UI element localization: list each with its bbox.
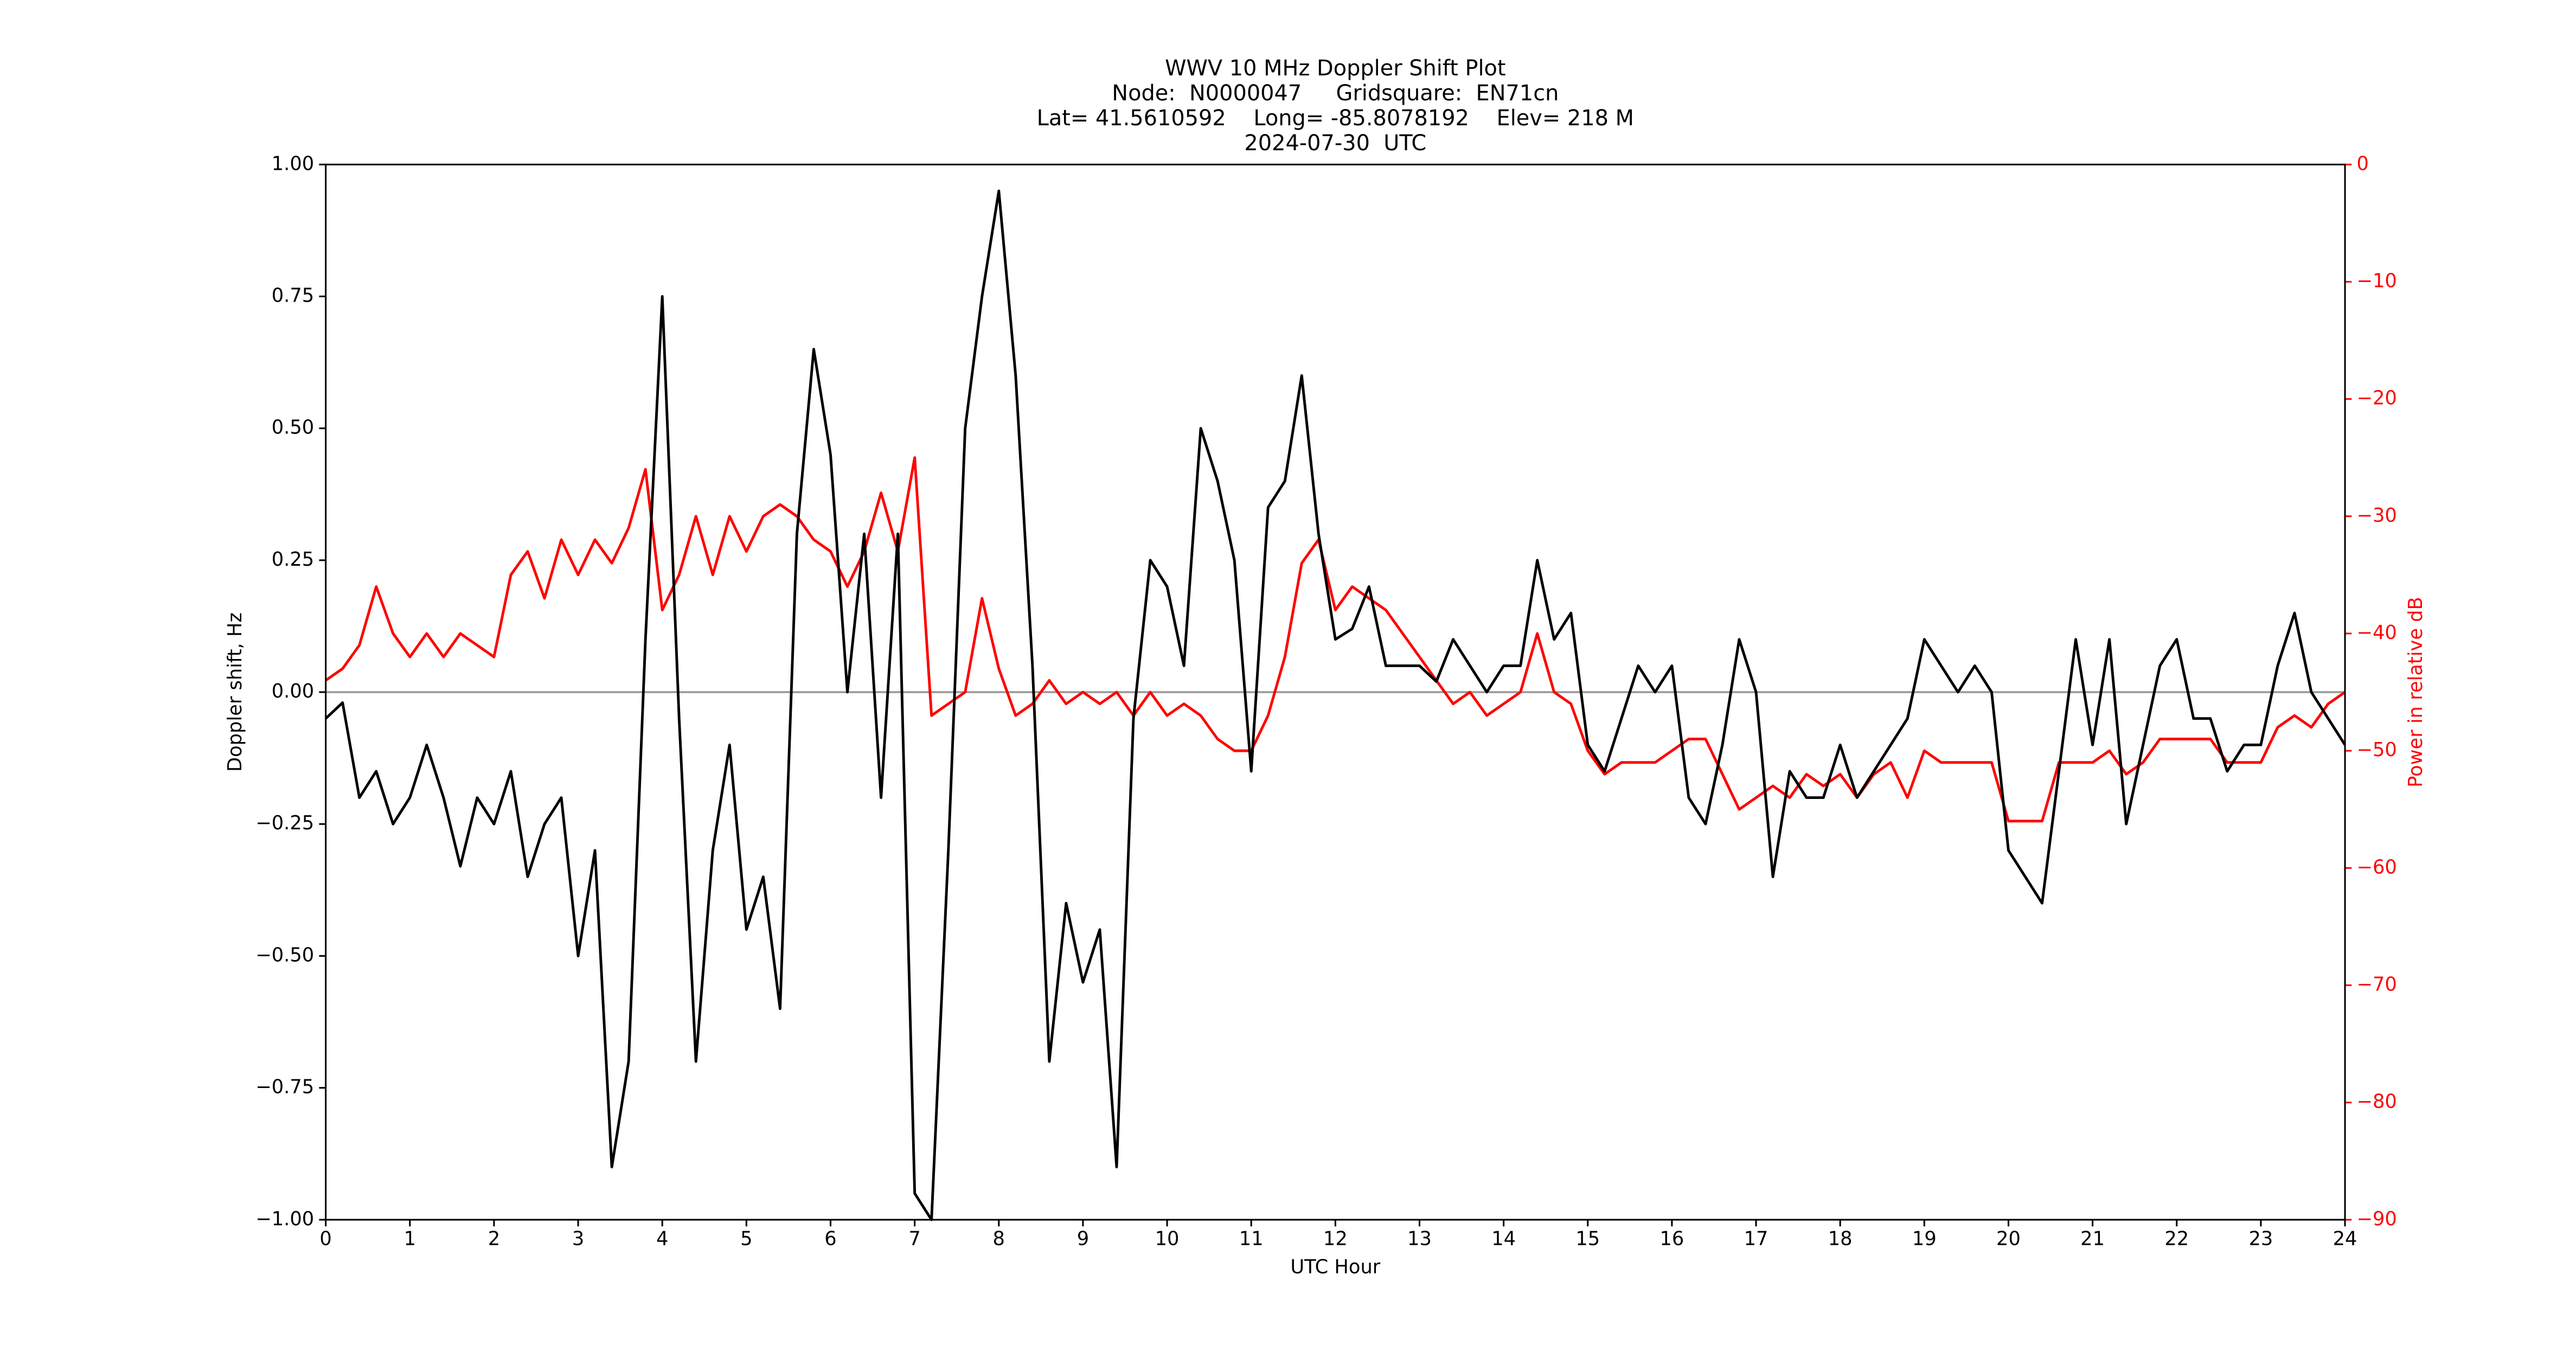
x-tick-label: 20 <box>1996 1228 2021 1250</box>
x-tick-label: 12 <box>1323 1228 1348 1250</box>
y-axis-label: Doppler shift, Hz <box>224 612 246 772</box>
x-tick-label: 1 <box>404 1228 416 1250</box>
y-tick-label: 0.75 <box>272 284 314 306</box>
x-tick-label: 24 <box>2333 1228 2357 1250</box>
plot-frame <box>325 163 2346 1221</box>
x-tick-label: 23 <box>2248 1228 2273 1250</box>
x-tick-label: 3 <box>572 1228 584 1250</box>
chart-subtitle: Node: N0000047 Gridsquare: EN71cn <box>1112 81 1559 106</box>
x-tick-label: 14 <box>1491 1228 1516 1250</box>
x-tick-label: 10 <box>1155 1228 1180 1250</box>
chart-subtitle: 2024-07-30 UTC <box>1244 131 1426 156</box>
y2-tick-label: −20 <box>2356 387 2396 410</box>
y2-tick-label: −10 <box>2356 270 2396 292</box>
y2-tick-label: −80 <box>2356 1091 2396 1113</box>
y-tick-label: −0.50 <box>255 944 314 966</box>
y-tick-label: −0.25 <box>255 812 314 834</box>
x-tick-label: 7 <box>908 1228 920 1250</box>
x-tick-label: 11 <box>1239 1228 1264 1250</box>
x-tick-label: 19 <box>1912 1228 1937 1250</box>
y2-tick-label: −50 <box>2356 739 2396 761</box>
y2-tick-label: −90 <box>2356 1208 2396 1230</box>
y2-tick-label: 0 <box>2356 152 2368 175</box>
y-tick-label: 0.00 <box>272 680 314 702</box>
x-tick-label: 18 <box>1828 1228 1853 1250</box>
x-tick-label: 0 <box>319 1228 331 1250</box>
x-tick-label: 2 <box>488 1228 500 1250</box>
x-tick-label: 22 <box>2164 1228 2189 1250</box>
data-line <box>325 456 2346 823</box>
y-tick-label: −1.00 <box>255 1208 314 1230</box>
data-line <box>324 189 2347 1221</box>
y-tick-label: 0.50 <box>272 417 314 439</box>
chart-title: WWV 10 MHz Doppler Shift Plot <box>1165 56 1505 81</box>
y2-tick-label: −60 <box>2356 856 2396 878</box>
x-tick-label: 17 <box>1744 1228 1768 1250</box>
y2-tick-label: −30 <box>2356 504 2396 527</box>
x-tick-label: 21 <box>2080 1228 2105 1250</box>
y2-axis-label: Power in relative dB <box>2405 597 2427 788</box>
x-tick-label: 4 <box>656 1228 668 1250</box>
x-tick-label: 15 <box>1575 1228 1600 1250</box>
x-tick-label: 6 <box>824 1228 836 1250</box>
x-tick-label: 16 <box>1659 1228 1684 1250</box>
x-axis-label: UTC Hour <box>1290 1256 1380 1278</box>
y-tick-label: −0.75 <box>255 1076 314 1098</box>
x-tick-label: 13 <box>1407 1228 1432 1250</box>
y2-tick-label: −70 <box>2356 973 2396 995</box>
y-tick-label: 0.25 <box>272 548 314 571</box>
chart-subtitle: Lat= 41.5610592 Long= -85.8078192 Elev= … <box>1037 106 1634 131</box>
y2-tick-label: −40 <box>2356 622 2396 644</box>
x-tick-label: 8 <box>993 1228 1005 1250</box>
x-tick-label: 5 <box>740 1228 752 1250</box>
y-tick-label: 1.00 <box>272 152 314 175</box>
x-tick-label: 9 <box>1077 1228 1089 1250</box>
